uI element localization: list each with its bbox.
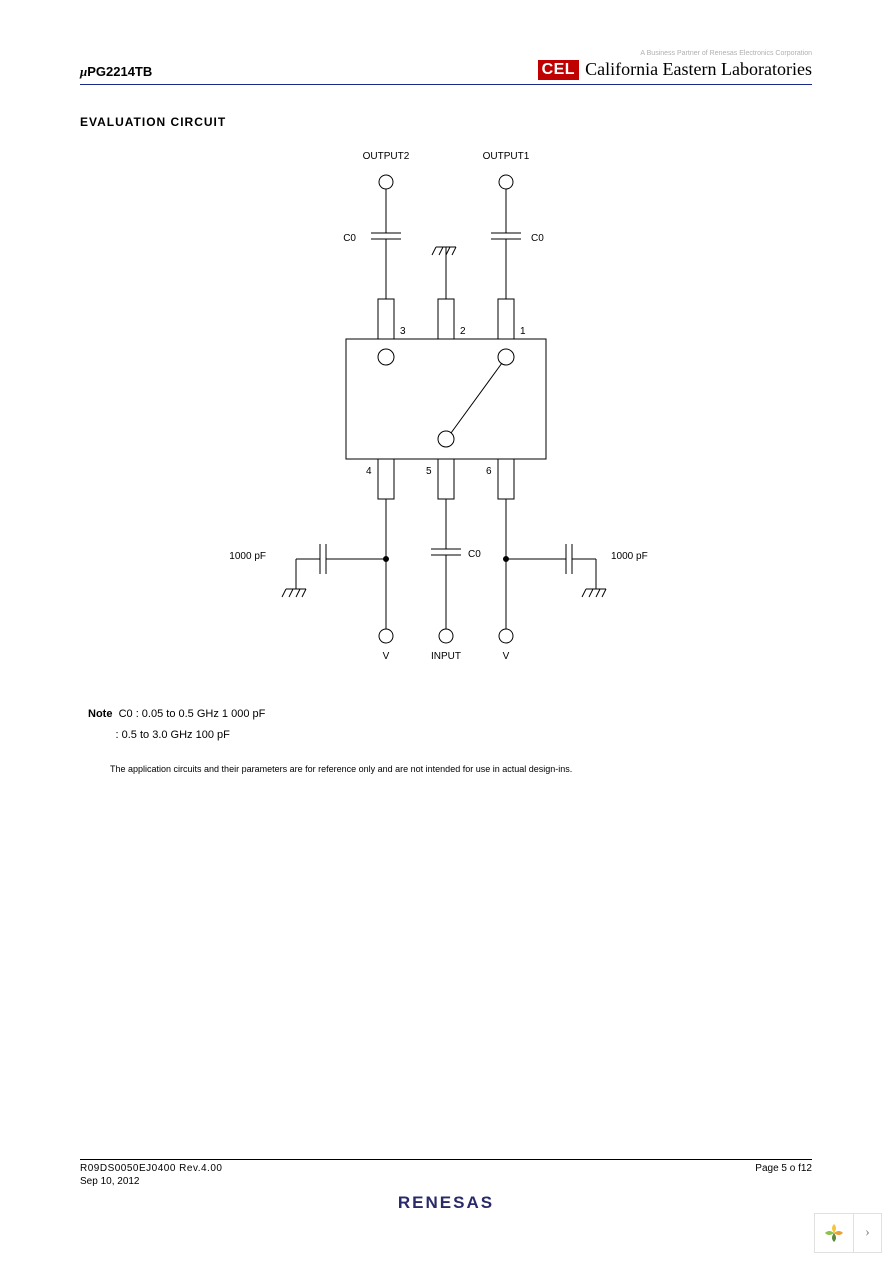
- cel-branding: A Business Partner of Renesas Electronic…: [538, 50, 812, 80]
- footer-line: R09DS0050EJ0400 Rev.4.00 Page 5 o f12: [80, 1159, 812, 1174]
- section-title: EVALUATION CIRCUIT: [80, 115, 812, 129]
- renesas-logo: RENESAS: [80, 1193, 812, 1213]
- note-line2: : 0.5 to 3.0 GHz 100 pF: [116, 729, 230, 741]
- label-pin3: 3: [400, 326, 406, 337]
- circuit-diagram: OUTPUT2 OUTPUT1 C0 C0 3 2 1 4 5 6 C0 100…: [196, 139, 696, 684]
- label-1000pf-l: 1000 pF: [229, 551, 266, 562]
- page-footer: R09DS0050EJ0400 Rev.4.00 Page 5 o f12 Se…: [80, 1159, 812, 1213]
- label-1000pf-r: 1000 pF: [611, 551, 648, 562]
- cel-tagline: A Business Partner of Renesas Electronic…: [538, 50, 812, 57]
- note-label: Note: [88, 708, 112, 720]
- label-pin4: 4: [366, 466, 372, 477]
- part-number-text: PG2214TB: [87, 64, 152, 79]
- label-vcont1: V: [383, 651, 390, 662]
- scroll-widget: ›: [814, 1213, 882, 1253]
- widget-logo-icon: [815, 1214, 853, 1252]
- label-c0-r: C0: [531, 233, 544, 244]
- cel-company-name: California Eastern Laboratories: [585, 59, 812, 80]
- page-header: μPG2214TB A Business Partner of Renesas …: [80, 50, 812, 85]
- disclaimer-text: The application circuits and their param…: [110, 764, 812, 774]
- chevron-right-icon: ›: [865, 1225, 870, 1241]
- note-block: Note C0 : 0.05 to 0.5 GHz 1 000 pF : 0.5…: [88, 704, 812, 746]
- circuit-svg: OUTPUT2 OUTPUT1 C0 C0 3 2 1 4 5 6 C0 100…: [196, 139, 696, 679]
- page: μPG2214TB A Business Partner of Renesas …: [0, 0, 892, 1263]
- part-number: μPG2214TB: [80, 64, 152, 80]
- label-output1: OUTPUT1: [483, 151, 530, 162]
- label-vcont2: V: [503, 651, 510, 662]
- footer-page: Page 5 o f12: [755, 1163, 812, 1174]
- label-c0-b: C0: [468, 549, 481, 560]
- label-c0-l: C0: [343, 233, 356, 244]
- label-pin1: 1: [520, 326, 526, 337]
- note-line1: C0 : 0.05 to 0.5 GHz 1 000 pF: [119, 708, 266, 720]
- cel-logo: CEL California Eastern Laboratories: [538, 59, 812, 80]
- footer-doc-id: R09DS0050EJ0400 Rev.4.00: [80, 1163, 222, 1174]
- label-output2: OUTPUT2: [363, 151, 410, 162]
- footer-date: Sep 10, 2012: [80, 1176, 812, 1187]
- label-pin2: 2: [460, 326, 466, 337]
- label-pin5: 5: [426, 466, 432, 477]
- cel-logo-box: CEL: [538, 60, 580, 80]
- label-input: INPUT: [431, 651, 461, 662]
- scroll-next-button[interactable]: ›: [853, 1214, 881, 1252]
- label-pin6: 6: [486, 466, 492, 477]
